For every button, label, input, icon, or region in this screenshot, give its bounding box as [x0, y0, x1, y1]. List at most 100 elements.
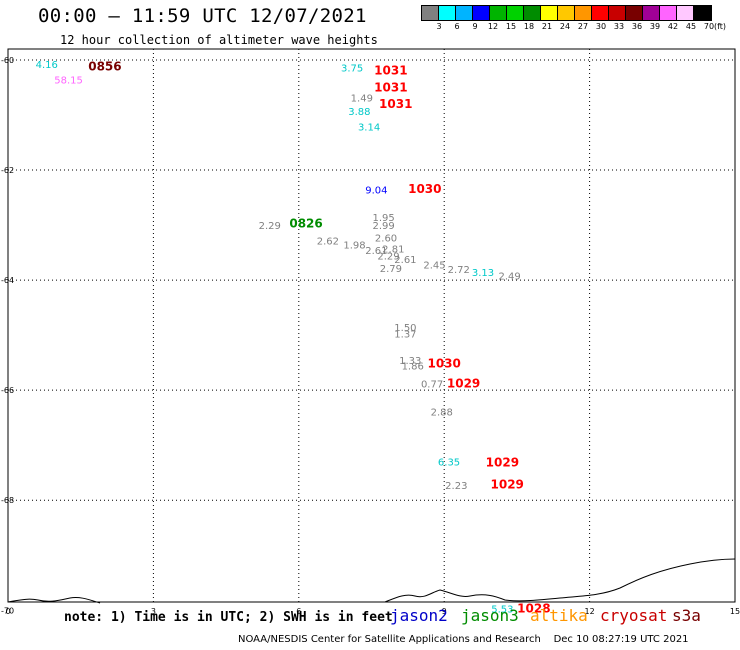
swh-value: 2.45: [423, 261, 445, 272]
swh-value: 3.75: [341, 64, 363, 75]
color-scale-label: 45: [685, 22, 697, 31]
wave-height-observations: 4.16 58.15 3.75 1.49 3.88 3.14 9.04 1.95 2.29 2.9…: [36, 60, 521, 616]
coastline: [7, 558, 736, 604]
color-swatch: [609, 6, 626, 20]
color-swatch: [626, 6, 643, 20]
pass-time: 0826: [289, 216, 322, 230]
legend-jason2: jason2: [390, 606, 448, 625]
color-swatch: [422, 6, 439, 20]
legend-jason3: jason3: [461, 606, 519, 625]
swh-value: 2.61: [365, 246, 387, 257]
footnote: note: 1) Time is in UTC; 2) SWH is in fe…: [64, 610, 393, 625]
swh-value: 1.37: [394, 329, 416, 340]
color-scale-label: 6: [454, 22, 460, 31]
color-scale-label: 18: [523, 22, 535, 31]
pass-time: 1029: [447, 376, 480, 390]
swh-value: 2.62: [317, 236, 339, 247]
color-swatch: [490, 6, 507, 20]
swh-value: 1.49: [351, 93, 373, 104]
y-tick-label: -66: [1, 386, 14, 395]
swh-value: 2.79: [380, 264, 402, 275]
coastline-right: [384, 558, 736, 603]
pass-time: 1031: [374, 63, 407, 77]
color-swatch: [677, 6, 694, 20]
color-scale-label: 21: [541, 22, 553, 31]
color-swatch: [660, 6, 677, 20]
x-tick-label: 9: [442, 607, 447, 616]
y-tick-label: -60: [1, 56, 14, 65]
x-tick-label: 3: [151, 607, 156, 616]
swh-value: 3.13: [472, 268, 494, 279]
swh-value: 1.95: [372, 213, 394, 224]
color-swatch: [575, 6, 592, 20]
pass-time: 1029: [486, 456, 519, 470]
swh-value: 58.15: [54, 75, 83, 86]
legend-cryosat: cryosat: [600, 606, 668, 625]
y-tick-label: -68: [1, 496, 14, 505]
swh-value: 4.16: [36, 60, 58, 71]
color-scale-label: 27: [577, 22, 589, 31]
swh-value: 2.29: [377, 251, 399, 262]
x-tick-label: 12: [585, 607, 595, 616]
color-scale-label: 30: [595, 22, 607, 31]
color-scale-label: 36: [631, 22, 643, 31]
color-swatch: [524, 6, 541, 20]
color-swatch: [694, 6, 711, 20]
color-scale-bar: [421, 5, 712, 21]
color-scale-label: 70: [703, 22, 715, 31]
pass-time: 1031: [379, 97, 412, 111]
swh-value: 5.53: [491, 605, 513, 616]
y-tick-label: -62: [1, 166, 14, 175]
swh-value: 2.88: [431, 408, 453, 419]
swh-value: 2.23: [445, 481, 467, 492]
pass-time: 1030: [408, 182, 441, 196]
swh-value: 2.29: [259, 221, 281, 232]
swh-value: 6.35: [438, 458, 460, 469]
color-scale-unit: (ft): [714, 22, 727, 31]
color-scale-label: 12: [487, 22, 499, 31]
swh-value: 2.61: [394, 255, 416, 266]
x-axis-ticks: 0 3 6 9 12 15: [5, 607, 740, 616]
map-frame: [7, 48, 736, 603]
y-tick-label: -70: [1, 606, 14, 615]
color-scale-labels: 3 6 9 12 15 18 21 24 27 30 33 36 39 42 45 70: [0, 22, 740, 34]
pass-time: 1030: [427, 357, 460, 371]
swh-value: 2.72: [448, 265, 470, 276]
credit-line: NOAA/NESDIS Center for Satellite Applica…: [238, 634, 689, 645]
map-subtitle: 12 hour collection of altimeter wave hei…: [60, 33, 378, 47]
color-swatch: [456, 6, 473, 20]
pass-time-labels: 0856 1031 1031 1031 1030 0826 1030 1029 1029 1029…: [88, 60, 550, 616]
color-swatch: [473, 6, 490, 20]
x-tick-label: 0: [5, 607, 10, 616]
color-scale-label: 9: [472, 22, 478, 31]
swh-value: 3.14: [358, 123, 380, 134]
swh-value: 2.99: [372, 221, 394, 232]
pass-time: 0856: [88, 60, 121, 74]
swh-value: 2.81: [382, 245, 404, 256]
color-scale-label: 15: [505, 22, 517, 31]
legend-altika: altika: [530, 606, 588, 625]
swh-value: 2.60: [375, 234, 397, 245]
color-scale-label: 3: [436, 22, 442, 31]
swh-value: 1.98: [343, 240, 365, 251]
x-tick-label: 15: [730, 607, 740, 616]
legend-s3a: s3a: [672, 606, 701, 625]
color-scale-label: 39: [649, 22, 661, 31]
color-scale-label: 42: [667, 22, 679, 31]
color-swatch: [643, 6, 660, 20]
swh-value: 2.49: [498, 272, 520, 283]
coastline-left: [7, 597, 101, 604]
color-swatch: [592, 6, 609, 20]
swh-value: 9.04: [365, 185, 387, 196]
map-title: 00:00 — 11:59 UTC 12/07/2021: [38, 5, 367, 27]
color-swatch: [558, 6, 575, 20]
swh-value: 3.88: [348, 107, 370, 118]
color-scale-label: 24: [559, 22, 571, 31]
color-scale-label: 33: [613, 22, 625, 31]
swh-value: 0.77: [421, 380, 443, 391]
y-tick-label: -64: [1, 276, 14, 285]
y-axis-ticks: -60 -62 -64 -66 -68 -70: [1, 56, 14, 615]
swh-value: 1.50: [394, 323, 416, 334]
swh-value: 1.86: [402, 361, 424, 372]
